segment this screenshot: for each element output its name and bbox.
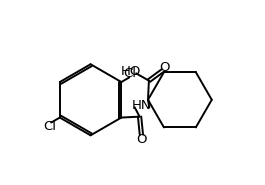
Text: HO: HO xyxy=(121,65,141,78)
Text: O: O xyxy=(136,133,147,147)
Text: Cl: Cl xyxy=(124,67,137,80)
Text: O: O xyxy=(160,61,170,74)
Text: HN: HN xyxy=(132,99,152,112)
Text: Cl: Cl xyxy=(44,120,57,133)
